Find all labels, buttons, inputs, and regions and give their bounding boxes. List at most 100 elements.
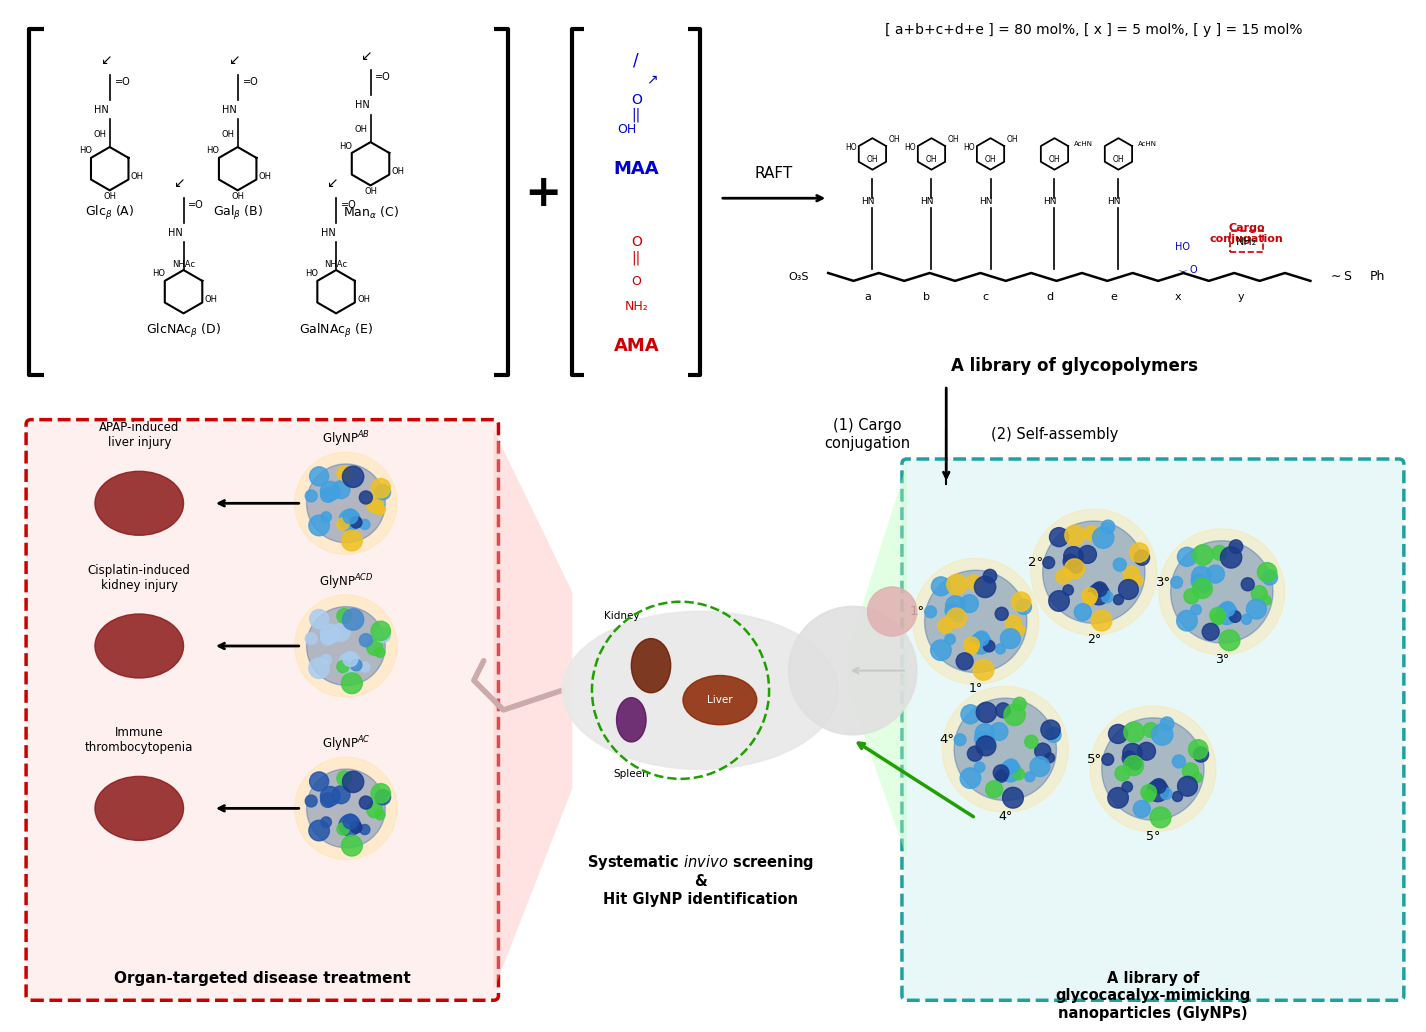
Circle shape [1092, 582, 1107, 596]
Circle shape [351, 517, 362, 528]
Text: HO: HO [846, 142, 857, 152]
Text: APAP-induced
liver injury: APAP-induced liver injury [98, 421, 180, 449]
Circle shape [359, 634, 372, 647]
Text: OH: OH [392, 167, 405, 176]
Circle shape [1191, 574, 1205, 588]
Circle shape [1092, 527, 1114, 548]
Text: HN: HN [861, 197, 874, 206]
Text: GlyNP$^{AB}$: GlyNP$^{AB}$ [322, 429, 369, 449]
Text: OH: OH [867, 155, 878, 164]
Circle shape [305, 490, 317, 502]
Circle shape [1114, 558, 1127, 571]
Circle shape [342, 609, 364, 631]
Text: OH: OH [1112, 155, 1124, 164]
Circle shape [981, 737, 994, 750]
Text: HO: HO [963, 142, 975, 152]
Circle shape [1192, 567, 1211, 586]
Circle shape [341, 530, 362, 551]
Text: Kidney: Kidney [603, 612, 639, 621]
Circle shape [309, 466, 328, 486]
Text: OH: OH [985, 155, 997, 164]
Text: HN: HN [94, 104, 110, 115]
Circle shape [321, 481, 339, 501]
Circle shape [951, 609, 964, 622]
Circle shape [967, 575, 981, 590]
Circle shape [307, 769, 385, 847]
Circle shape [1031, 509, 1156, 635]
Text: $\sim$S: $\sim$S [1328, 270, 1352, 284]
Text: y: y [1238, 292, 1245, 301]
Circle shape [960, 768, 981, 788]
Text: Liver: Liver [707, 696, 733, 705]
Text: (2) Self-assembly: (2) Self-assembly [991, 427, 1118, 442]
Circle shape [1209, 608, 1225, 623]
Circle shape [945, 595, 965, 615]
Text: OH: OH [204, 295, 218, 304]
Text: HN: HN [321, 228, 335, 237]
Circle shape [1141, 784, 1156, 800]
Text: GlcNAc$_\beta$ (D): GlcNAc$_\beta$ (D) [145, 322, 221, 341]
Text: NHAc: NHAc [173, 260, 195, 268]
Circle shape [973, 659, 994, 680]
Circle shape [1114, 594, 1124, 605]
Circle shape [337, 823, 349, 835]
Circle shape [1035, 743, 1051, 760]
Text: OH: OH [354, 125, 366, 134]
Text: $\smile$O: $\smile$O [1176, 263, 1199, 276]
Circle shape [1101, 591, 1112, 603]
Circle shape [970, 633, 991, 654]
Circle shape [1192, 773, 1202, 782]
Circle shape [1188, 740, 1208, 760]
Circle shape [1134, 801, 1151, 817]
Circle shape [974, 762, 985, 773]
Circle shape [359, 796, 372, 809]
Text: d: d [1047, 292, 1054, 301]
Circle shape [1002, 787, 1024, 808]
Polygon shape [493, 429, 572, 991]
FancyBboxPatch shape [903, 459, 1403, 1000]
Text: OH: OH [221, 130, 234, 138]
Circle shape [344, 509, 358, 524]
Circle shape [337, 465, 352, 481]
Text: /: / [633, 52, 639, 69]
Text: Cisplatin-induced
kidney injury: Cisplatin-induced kidney injury [88, 563, 191, 592]
Text: HN: HN [978, 197, 992, 206]
Text: OH: OH [93, 130, 107, 138]
Circle shape [974, 631, 990, 646]
Circle shape [321, 817, 331, 828]
Text: $\swarrow$: $\swarrow$ [97, 54, 113, 67]
Text: HN: HN [168, 228, 183, 237]
Circle shape [931, 640, 951, 660]
Ellipse shape [96, 472, 184, 536]
Circle shape [1176, 610, 1198, 631]
Circle shape [975, 723, 994, 743]
Text: HO: HO [339, 141, 352, 151]
Circle shape [309, 820, 329, 841]
Text: OH: OH [258, 172, 272, 181]
Circle shape [1171, 576, 1182, 588]
Text: NH₂: NH₂ [625, 300, 647, 313]
Text: AcHN: AcHN [1138, 141, 1156, 148]
Circle shape [1128, 756, 1142, 770]
Text: OH: OH [888, 134, 900, 143]
Circle shape [867, 587, 917, 636]
Circle shape [947, 574, 967, 594]
Ellipse shape [683, 676, 757, 724]
Circle shape [995, 607, 1008, 620]
Text: OH: OH [364, 187, 376, 196]
Circle shape [1124, 755, 1144, 775]
Text: $\nearrow$: $\nearrow$ [643, 73, 659, 87]
Circle shape [1161, 788, 1172, 800]
Circle shape [938, 618, 953, 634]
Circle shape [1262, 570, 1278, 585]
Text: (1) Cargo
conjugation: (1) Cargo conjugation [824, 418, 911, 451]
Circle shape [983, 570, 997, 583]
Text: $\swarrow$: $\swarrow$ [324, 176, 338, 191]
Circle shape [351, 659, 362, 671]
Circle shape [1084, 592, 1097, 605]
Circle shape [359, 519, 369, 529]
Circle shape [967, 746, 983, 762]
Circle shape [321, 654, 331, 665]
Text: Gal$_\beta$ (B): Gal$_\beta$ (B) [212, 204, 262, 222]
Circle shape [1202, 623, 1219, 640]
